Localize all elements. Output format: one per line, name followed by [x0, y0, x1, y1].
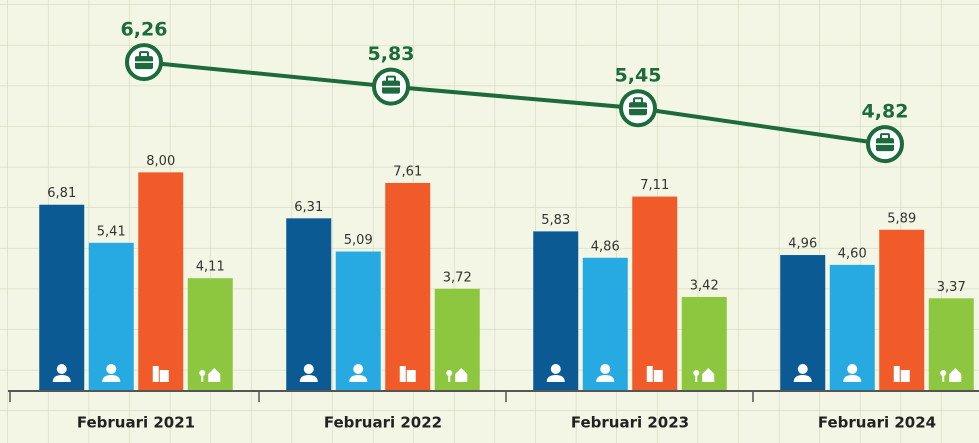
icon-tree	[199, 370, 206, 376]
value-label: 7,11	[640, 178, 669, 193]
bar-icon	[102, 364, 121, 382]
bar-icon	[446, 368, 468, 382]
briefcase-handle	[633, 97, 643, 105]
bar-icon	[693, 368, 715, 382]
briefcase-handle	[386, 75, 396, 83]
icon-head	[56, 364, 67, 374]
value-label: 4,11	[196, 260, 225, 275]
icon-body	[596, 375, 615, 382]
briefcase-handle	[139, 51, 149, 59]
icon-head	[847, 364, 858, 374]
bar-icon	[299, 364, 318, 382]
line-value-label: 4,82	[862, 101, 909, 123]
value-label: 7,61	[393, 164, 422, 179]
value-label: 5,89	[887, 211, 916, 226]
bar-icon	[843, 364, 862, 382]
icon-trunk	[942, 375, 945, 382]
value-label: 3,42	[690, 278, 719, 293]
x-tick-label: Februari 2023	[571, 414, 689, 432]
value-label: 4,60	[838, 246, 867, 261]
bar	[286, 218, 332, 390]
value-label: 5,09	[344, 233, 373, 248]
line-value-label: 5,83	[368, 43, 415, 65]
value-label: 4,96	[788, 237, 817, 252]
icon-building	[893, 366, 900, 382]
icon-house	[702, 368, 715, 382]
icon-head	[550, 364, 561, 374]
icon-house	[208, 368, 221, 382]
icon-building	[646, 366, 653, 382]
value-label: 5,83	[541, 213, 570, 228]
value-label: 3,37	[937, 280, 966, 295]
bar	[187, 278, 233, 390]
icon-house	[455, 368, 468, 382]
icon-tree	[940, 370, 947, 376]
bar-icon	[152, 366, 169, 382]
icon-building	[399, 366, 406, 382]
icon-body	[102, 375, 121, 382]
icon-body	[793, 375, 812, 382]
icon-tree	[693, 370, 700, 376]
value-label: 6,81	[47, 186, 76, 201]
icon-head	[106, 364, 117, 374]
icon-body	[299, 375, 318, 382]
bar	[879, 229, 925, 390]
briefcase-handle	[880, 133, 890, 141]
icon-body	[843, 375, 862, 382]
x-tick-label: Februari 2021	[77, 414, 195, 432]
bar	[533, 231, 579, 390]
bar-icon	[596, 364, 615, 382]
icon-body	[546, 375, 565, 382]
value-label: 8,00	[146, 154, 175, 169]
bar-icon	[399, 366, 416, 382]
icon-trunk	[695, 375, 698, 382]
bar-icon	[646, 366, 663, 382]
icon-building	[900, 370, 910, 382]
icon-trunk	[201, 375, 204, 382]
line-value-label: 5,45	[615, 65, 662, 87]
separators	[9, 391, 754, 402]
icon-building	[653, 370, 663, 382]
icon-head	[353, 364, 364, 374]
bar-icon	[349, 364, 368, 382]
bar-icon	[546, 364, 565, 382]
value-label: 4,86	[591, 239, 620, 254]
value-label: 3,72	[443, 270, 472, 285]
icon-head	[303, 364, 314, 374]
x-tick-label: Februari 2024	[818, 414, 936, 432]
bar	[385, 182, 431, 390]
bar-icon	[52, 364, 71, 382]
icon-building	[152, 366, 159, 382]
x-tick-label: Februari 2022	[324, 414, 442, 432]
icon-trunk	[448, 375, 451, 382]
bar-icon	[793, 364, 812, 382]
bar-icon	[893, 366, 910, 382]
line	[143, 60, 886, 147]
bar	[39, 204, 85, 390]
icon-body	[349, 375, 368, 382]
bar	[632, 196, 678, 390]
value-label: 6,31	[294, 200, 323, 215]
icon-tree	[446, 370, 453, 376]
icon-head	[600, 364, 611, 374]
icon-building	[406, 370, 416, 382]
icon-head	[797, 364, 808, 374]
line-value-label: 6,26	[121, 19, 168, 41]
bar-icon	[940, 368, 962, 382]
icon-body	[52, 375, 71, 382]
bar-icon	[199, 368, 221, 382]
value-label: 5,41	[97, 224, 126, 239]
icon-building	[159, 370, 169, 382]
bar	[138, 172, 184, 390]
icon-house	[949, 368, 962, 382]
